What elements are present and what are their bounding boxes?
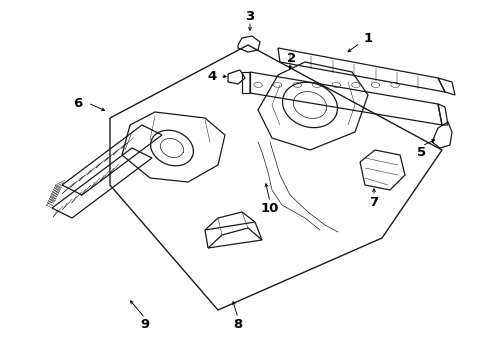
Text: 6: 6	[74, 96, 83, 109]
Text: 7: 7	[369, 195, 379, 208]
Text: 8: 8	[233, 318, 243, 330]
Text: 5: 5	[417, 145, 427, 158]
Text: 2: 2	[288, 51, 296, 64]
Text: 10: 10	[261, 202, 279, 215]
Text: 9: 9	[141, 318, 149, 330]
Text: 3: 3	[245, 9, 255, 23]
Text: 4: 4	[207, 69, 217, 82]
Text: 1: 1	[364, 31, 372, 45]
